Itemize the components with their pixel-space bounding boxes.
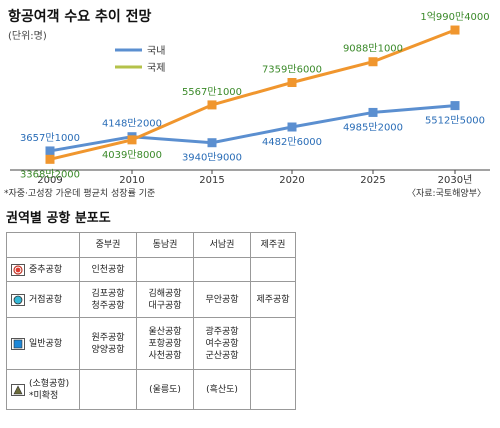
table-cell: (울릉도) bbox=[136, 369, 194, 410]
data-point bbox=[450, 25, 460, 35]
row-category: 거점공항 bbox=[6, 281, 80, 318]
data-label: 3368만2000 bbox=[20, 168, 80, 180]
table-row: 거점공항 김포공항 청주공항 김해공항 대구공항 무안공항 제주공항 bbox=[6, 281, 296, 318]
x-tick-label: 2020 bbox=[279, 175, 304, 186]
data-point bbox=[127, 135, 137, 145]
table-cell bbox=[136, 257, 194, 282]
table-cell: (흑산도) bbox=[193, 369, 251, 410]
table-cell: 김포공항 청주공항 bbox=[79, 281, 137, 318]
data-point bbox=[287, 78, 297, 88]
hub-airport-icon bbox=[11, 263, 25, 276]
series-line bbox=[49, 28, 456, 161]
table-cell bbox=[193, 257, 251, 282]
row-category: 중추공항 bbox=[6, 257, 80, 282]
data-point bbox=[45, 154, 55, 164]
data-label: 7359만6000 bbox=[262, 64, 322, 76]
x-tick-label: 2030년 bbox=[438, 174, 473, 186]
col-header: 제주권 bbox=[250, 232, 296, 258]
table-row: (소형공항) *미확정 (울릉도) (흑산도) bbox=[6, 369, 296, 410]
data-label: 4985만2000 bbox=[343, 121, 403, 133]
table-cell bbox=[250, 317, 296, 370]
data-label: 4148만2000 bbox=[102, 118, 162, 130]
data-label: 4482만6000 bbox=[262, 136, 322, 148]
table-cell: 제주공항 bbox=[250, 281, 296, 318]
table-cell bbox=[250, 369, 296, 410]
data-label: 5512만5000 bbox=[425, 115, 485, 127]
data-point bbox=[207, 100, 217, 110]
small-airport-icon bbox=[11, 383, 25, 396]
x-tick-label: 2010 bbox=[119, 175, 144, 186]
general-airport-icon bbox=[11, 337, 25, 350]
source-note: 〈자료:국토해양부〉 bbox=[407, 189, 486, 199]
col-header: 동남권 bbox=[136, 232, 194, 258]
table-cell: 인천공항 bbox=[79, 257, 137, 282]
distribution-title: 권역별 공항 분포도 bbox=[6, 211, 111, 226]
data-point bbox=[450, 101, 460, 111]
chart-title: 항공여객 수요 추이 전망 bbox=[8, 9, 152, 25]
table-cell: 김해공항 대구공항 bbox=[136, 281, 194, 318]
header-empty bbox=[6, 232, 80, 258]
table-row: 일반공항 원주공항 양양공항 울산공항 포항공항 사천공항 광주공항 여수공항 군산공항 bbox=[6, 317, 296, 370]
table-cell bbox=[79, 369, 137, 410]
data-point bbox=[368, 107, 378, 117]
table-cell: 광주공항 여수공항 군산공항 bbox=[193, 317, 251, 370]
data-label: 1억990만4000 bbox=[420, 11, 489, 23]
data-point bbox=[287, 122, 297, 132]
x-tick-label: 2015 bbox=[199, 175, 224, 186]
data-label: 3940만9000 bbox=[182, 152, 242, 164]
col-header: 서남권 bbox=[193, 232, 251, 258]
table-row: 중추공항 인천공항 bbox=[6, 257, 296, 282]
table-cell: 원주공항 양양공항 bbox=[79, 317, 137, 370]
data-label: 3657만1000 bbox=[20, 132, 80, 144]
base-airport-icon bbox=[11, 293, 25, 306]
table-cell: 무안공항 bbox=[193, 281, 251, 318]
table-header-row: 중부권 동남권 서남권 제주권 bbox=[6, 232, 296, 258]
series-line bbox=[49, 104, 456, 153]
data-point bbox=[368, 57, 378, 67]
data-label: 5567만1000 bbox=[182, 86, 242, 98]
x-tick-label: 2009 bbox=[37, 175, 62, 186]
unit-label: (단위:명) bbox=[8, 31, 47, 42]
col-header: 중부권 bbox=[79, 232, 137, 258]
legend-label: 국내 bbox=[147, 45, 165, 57]
table-cell bbox=[250, 257, 296, 282]
x-tick-label: 2025 bbox=[360, 175, 385, 186]
footnote: *자중·고성장 가운데 평균치 성장률 기준 bbox=[4, 189, 156, 199]
airport-distribution-table: 중부권 동남권 서남권 제주권 중추공항 인천공항 거점공항 bbox=[6, 232, 296, 410]
legend-label: 국제 bbox=[147, 62, 165, 74]
data-label: 4039만8000 bbox=[102, 149, 162, 161]
data-label: 9088만1000 bbox=[343, 43, 403, 55]
row-category: 일반공항 bbox=[6, 317, 80, 370]
data-point bbox=[45, 146, 55, 156]
table-cell: 울산공항 포항공항 사천공항 bbox=[136, 317, 194, 370]
row-category: (소형공항) *미확정 bbox=[6, 369, 80, 410]
data-point bbox=[207, 138, 217, 148]
